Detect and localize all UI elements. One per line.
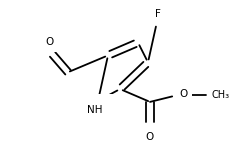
Text: F: F [155,9,161,19]
Text: CH₃: CH₃ [211,90,229,100]
Text: O: O [179,89,187,99]
Text: NH: NH [87,105,103,115]
Text: O: O [146,132,154,142]
Text: O: O [45,36,53,47]
